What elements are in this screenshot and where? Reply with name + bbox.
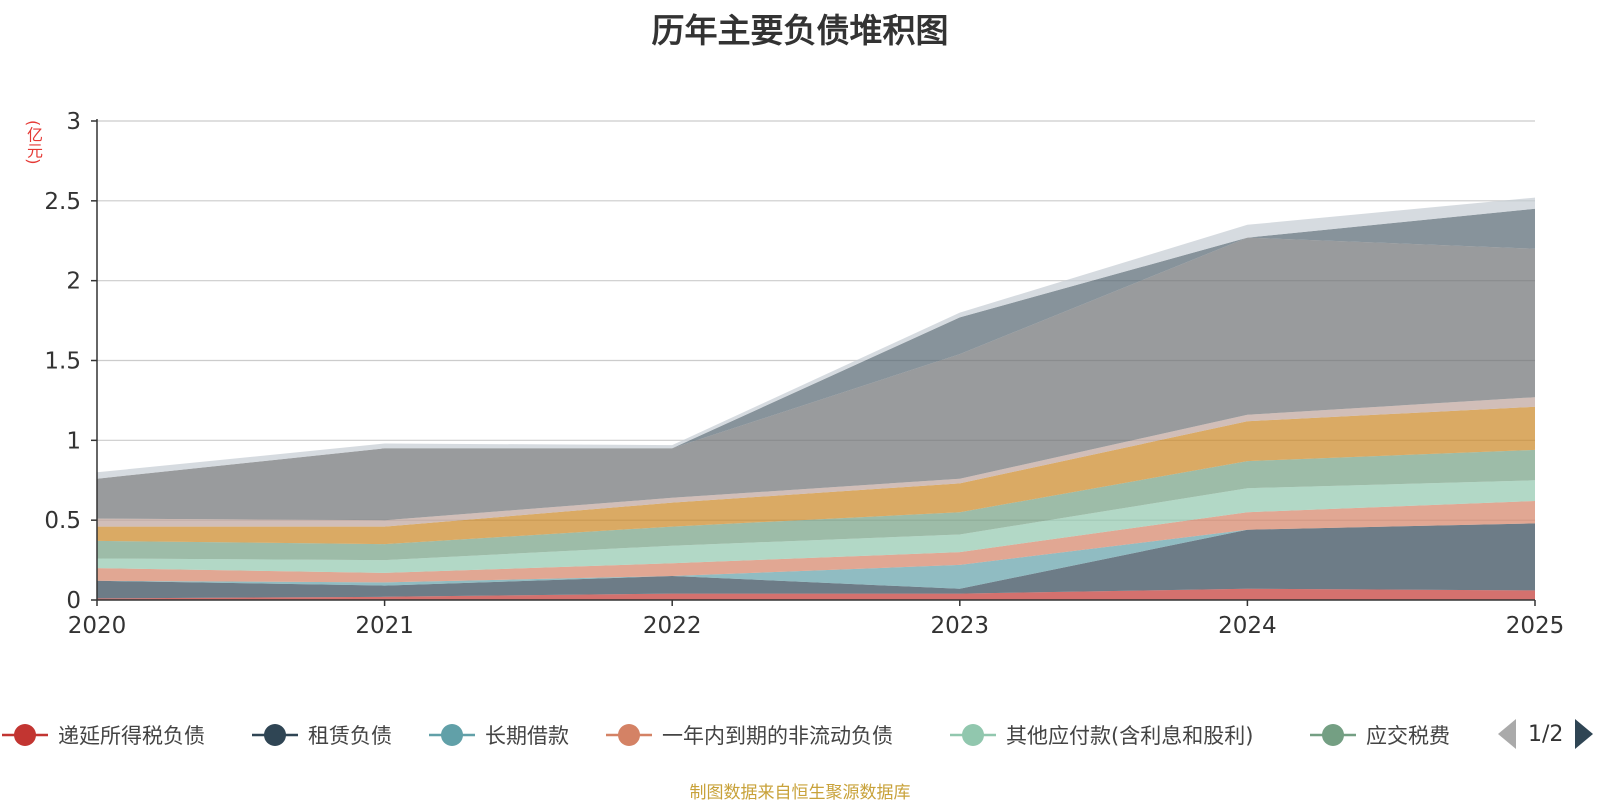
legend-marker-icon	[252, 724, 298, 746]
y-tick-label: 2.5	[44, 189, 81, 215]
legend-pager: 1/2	[1498, 716, 1594, 752]
y-tick-label: 1	[66, 428, 81, 454]
area-series-1[interactable]	[97, 523, 1535, 599]
legend-next-page-icon[interactable]	[1575, 719, 1594, 749]
y-tick-label: 2	[66, 269, 81, 295]
x-tick-label: 2021	[355, 613, 414, 639]
x-tick-label: 2020	[68, 613, 127, 639]
legend: 递延所得税负债 租赁负债 长期借款 一年内到期的非流动负债 其他应付款(含利息和股利) 应…	[0, 718, 1600, 752]
area-series-group	[97, 197, 1535, 600]
area-series-9[interactable]	[97, 208, 1535, 479]
axes: 0 0.5 1 1.5 2 2.5 3 2020 2021 2022 2023 2024 2025	[44, 109, 1564, 639]
legend-item[interactable]: 长期借款	[427, 718, 569, 752]
source-note: 制图数据来自恒生聚源数据库	[689, 783, 911, 803]
legend-label: 递延所得税负债	[58, 724, 205, 748]
legend-label: 租赁负债	[308, 724, 392, 748]
y-tick-label: 3	[66, 109, 81, 135]
y-tick-label: 0	[66, 588, 81, 614]
legend-item[interactable]: 租赁负债	[250, 718, 392, 752]
legend-item[interactable]: 其他应付款(含利息和股利)	[948, 718, 1253, 752]
stacked-area-chart: 0 0.5 1 1.5 2 2.5 3 2020 2021 2022 2023 2024 2025	[44, 109, 1564, 639]
legend-page-indicator: 1/2	[1528, 721, 1564, 747]
legend-item[interactable]: 应交税费	[1308, 718, 1450, 752]
legend-label: 一年内到期的非流动负债	[662, 724, 893, 748]
x-tick-label: 2025	[1506, 613, 1565, 639]
legend-marker-icon	[2, 724, 48, 746]
legend-marker-icon	[606, 724, 652, 746]
legend-item[interactable]: 一年内到期的非流动负债	[604, 718, 893, 752]
area-series-4[interactable]	[97, 480, 1535, 573]
area-series-2[interactable]	[97, 523, 1535, 589]
legend-item[interactable]: 递延所得税负债	[0, 718, 205, 752]
area-series-7[interactable]	[97, 397, 1535, 527]
y-tick-label: 0.5	[44, 508, 81, 534]
area-series-3[interactable]	[97, 501, 1535, 583]
y-axis-unit-label: (亿元)	[24, 120, 43, 165]
legend-marker-icon	[1310, 724, 1356, 746]
area-series-0[interactable]	[97, 588, 1535, 600]
area-series-6[interactable]	[97, 406, 1535, 545]
legend-label: 长期借款	[485, 724, 569, 748]
area-series-5[interactable]	[97, 449, 1535, 561]
legend-prev-page-icon[interactable]	[1498, 719, 1516, 749]
y-tick-label: 1.5	[44, 349, 81, 375]
legend-label: 应交税费	[1366, 724, 1450, 748]
legend-marker-icon	[950, 724, 996, 746]
legend-marker-icon	[429, 724, 475, 746]
x-tick-label: 2024	[1218, 613, 1277, 639]
area-series-8[interactable]	[97, 237, 1535, 521]
chart-title: 历年主要负债堆积图	[651, 11, 949, 50]
x-tick-label: 2023	[931, 613, 990, 639]
x-tick-label: 2022	[643, 613, 702, 639]
legend-label: 其他应付款(含利息和股利)	[1006, 724, 1254, 748]
